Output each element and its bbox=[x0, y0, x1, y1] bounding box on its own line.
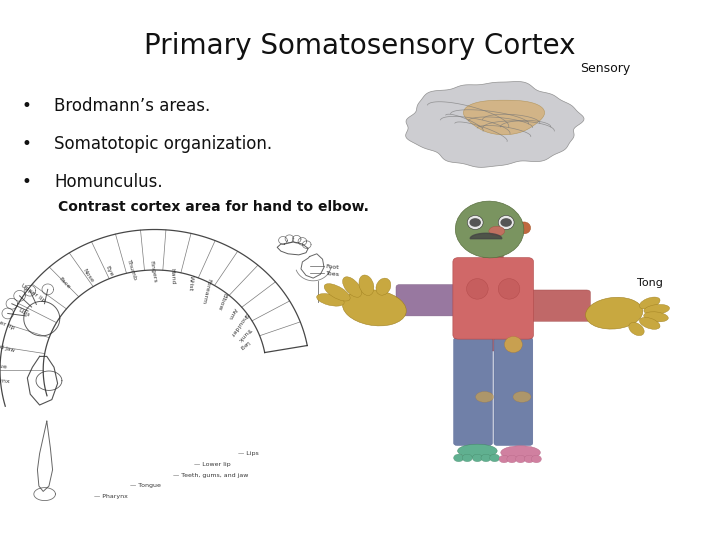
Ellipse shape bbox=[343, 277, 361, 297]
Ellipse shape bbox=[629, 322, 644, 336]
Ellipse shape bbox=[324, 284, 350, 301]
Polygon shape bbox=[464, 100, 544, 135]
Circle shape bbox=[499, 455, 509, 463]
Text: — Pharynx: — Pharynx bbox=[94, 494, 127, 500]
Ellipse shape bbox=[504, 336, 523, 353]
Circle shape bbox=[481, 454, 491, 462]
FancyBboxPatch shape bbox=[522, 290, 590, 321]
Ellipse shape bbox=[513, 392, 531, 402]
Circle shape bbox=[524, 455, 534, 463]
Ellipse shape bbox=[644, 312, 668, 322]
Text: Shoulder: Shoulder bbox=[229, 311, 249, 337]
Text: Nose: Nose bbox=[81, 267, 94, 284]
Text: Lips: Lips bbox=[17, 308, 30, 319]
Text: Hand: Hand bbox=[169, 268, 175, 285]
Circle shape bbox=[462, 454, 472, 462]
Text: Tongue: Tongue bbox=[0, 361, 8, 370]
Ellipse shape bbox=[585, 298, 643, 329]
Text: Lower lip: Lower lip bbox=[0, 316, 15, 331]
Circle shape bbox=[454, 454, 464, 462]
Text: Contrast cortex area for hand to elbow.: Contrast cortex area for hand to elbow. bbox=[58, 200, 369, 214]
Ellipse shape bbox=[456, 324, 531, 351]
Text: •: • bbox=[22, 173, 32, 191]
Ellipse shape bbox=[467, 279, 488, 299]
Text: Primary Somatosensory Cortex: Primary Somatosensory Cortex bbox=[144, 32, 576, 60]
FancyBboxPatch shape bbox=[454, 338, 492, 446]
Ellipse shape bbox=[518, 222, 531, 234]
Ellipse shape bbox=[467, 215, 483, 230]
Text: •: • bbox=[22, 97, 32, 115]
Text: Leg: Leg bbox=[238, 339, 250, 350]
Polygon shape bbox=[470, 233, 502, 239]
Text: Wrist: Wrist bbox=[187, 275, 194, 292]
Ellipse shape bbox=[498, 215, 514, 230]
Text: Thumb: Thumb bbox=[126, 259, 138, 282]
Ellipse shape bbox=[501, 446, 540, 459]
FancyBboxPatch shape bbox=[494, 338, 533, 446]
Ellipse shape bbox=[359, 275, 374, 295]
Text: Foot: Foot bbox=[325, 264, 339, 271]
Circle shape bbox=[472, 454, 482, 462]
Text: — Lower lip: — Lower lip bbox=[194, 462, 231, 467]
Text: Tong: Tong bbox=[637, 279, 663, 288]
Text: Eye: Eye bbox=[105, 265, 114, 278]
Ellipse shape bbox=[458, 444, 498, 457]
Text: — Tongue: — Tongue bbox=[130, 483, 161, 489]
Ellipse shape bbox=[498, 279, 520, 299]
FancyBboxPatch shape bbox=[483, 246, 503, 261]
Text: Pharynx: Pharynx bbox=[0, 376, 10, 384]
Ellipse shape bbox=[455, 201, 524, 258]
FancyBboxPatch shape bbox=[453, 258, 534, 339]
Text: — Teeth, gums, and jaw: — Teeth, gums, and jaw bbox=[173, 472, 248, 478]
Text: Brodmann’s areas.: Brodmann’s areas. bbox=[54, 97, 210, 115]
Text: Fingers: Fingers bbox=[148, 261, 157, 284]
Text: Face: Face bbox=[57, 276, 71, 289]
Circle shape bbox=[507, 455, 517, 463]
Text: Somatotopic organization.: Somatotopic organization. bbox=[54, 135, 272, 153]
Ellipse shape bbox=[644, 305, 670, 315]
Text: Elbow: Elbow bbox=[216, 292, 227, 311]
Text: •: • bbox=[22, 135, 32, 153]
Text: Trunk: Trunk bbox=[236, 326, 251, 342]
Circle shape bbox=[469, 218, 481, 227]
Ellipse shape bbox=[376, 278, 391, 295]
Ellipse shape bbox=[489, 226, 505, 236]
FancyBboxPatch shape bbox=[396, 285, 464, 316]
Ellipse shape bbox=[317, 294, 344, 306]
Text: Forearm: Forearm bbox=[201, 278, 212, 304]
Ellipse shape bbox=[639, 297, 660, 309]
Circle shape bbox=[516, 455, 526, 463]
Text: Homunculus.: Homunculus. bbox=[54, 173, 163, 191]
Circle shape bbox=[500, 218, 512, 227]
Text: Arm: Arm bbox=[228, 307, 238, 321]
Text: — Lips: — Lips bbox=[238, 451, 258, 456]
Text: Toes: Toes bbox=[325, 271, 340, 278]
Polygon shape bbox=[405, 82, 584, 167]
Circle shape bbox=[490, 454, 500, 462]
Ellipse shape bbox=[343, 290, 406, 326]
Text: Teeth, gums, and jaw: Teeth, gums, and jaw bbox=[0, 333, 15, 353]
Ellipse shape bbox=[639, 318, 660, 329]
Text: Upper lip: Upper lip bbox=[20, 284, 47, 304]
Text: Sensory: Sensory bbox=[580, 62, 630, 75]
Circle shape bbox=[531, 455, 541, 463]
Ellipse shape bbox=[475, 392, 494, 402]
